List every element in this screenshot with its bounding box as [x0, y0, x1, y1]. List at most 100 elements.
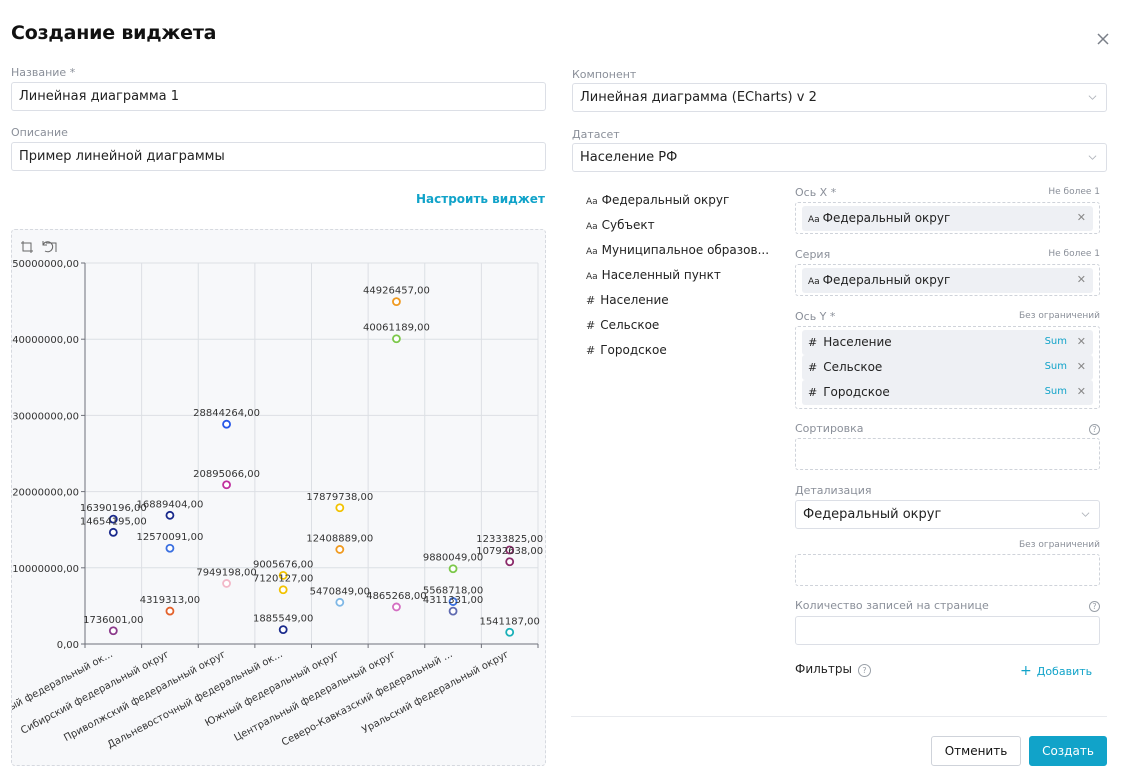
aggregation-link[interactable]: Sum: [1044, 361, 1067, 372]
dialog-title: Создание виджета: [11, 22, 217, 44]
y-axis-dropzone[interactable]: # Население Sum ✕ # Сельское Sum ✕ # Городское S…: [795, 326, 1100, 409]
chart-preview: 0,00 10000000,00 20000000,00 30000000,00 400…: [11, 229, 546, 766]
y-axis-chip[interactable]: # Городское Sum ✕: [802, 380, 1093, 405]
data-label: 12570091,00: [137, 532, 204, 543]
y-axis-chip[interactable]: # Сельское Sum ✕: [802, 355, 1093, 380]
page-size-input[interactable]: [795, 616, 1100, 645]
field-item[interactable]: # Население: [586, 293, 669, 307]
data-point: [335, 597, 345, 607]
sort-dropzone[interactable]: [795, 438, 1100, 470]
field-label: Субъект: [601, 218, 655, 232]
configure-widget-link[interactable]: Настроить виджет: [416, 192, 545, 206]
remove-icon[interactable]: ✕: [1076, 211, 1086, 224]
text-type-icon: Aa: [808, 215, 820, 225]
cancel-button[interactable]: Отменить: [931, 736, 1021, 766]
name-input[interactable]: Линейная диаграмма 1: [11, 82, 546, 111]
field-item[interactable]: Aa Федеральный округ: [586, 193, 729, 207]
help-icon[interactable]: ?: [858, 664, 871, 677]
data-label: 4865268,00: [366, 591, 426, 602]
data-point: [222, 419, 231, 429]
data-point: [505, 545, 515, 555]
text-type-icon: Aa: [586, 222, 598, 232]
field-label: Населенный пункт: [601, 268, 721, 282]
remove-icon[interactable]: ✕: [1076, 273, 1086, 286]
data-point: [165, 543, 175, 553]
close-icon[interactable]: [1094, 30, 1112, 48]
field-item[interactable]: Aa Населенный пункт: [586, 268, 721, 282]
x-axis-label: Ось X *: [795, 186, 837, 199]
data-label: 16390196,00: [80, 503, 147, 514]
data-label: 28844264,00: [193, 408, 260, 419]
add-filter-label: Добавить: [1036, 665, 1093, 678]
field-label: Муниципальное образов...: [601, 243, 770, 257]
data-point: [448, 606, 458, 616]
y-tick-label: 10000000,00: [12, 564, 79, 575]
text-type-icon: Aa: [586, 197, 598, 207]
field-item[interactable]: Aa Субъект: [586, 218, 655, 232]
data-label: 1541187,00: [479, 616, 539, 627]
y-axis-chip[interactable]: # Население Sum ✕: [802, 330, 1093, 355]
chip-label: Население: [823, 335, 892, 349]
data-point: [278, 625, 288, 635]
field-item[interactable]: # Сельское: [586, 318, 659, 332]
detail-dropzone[interactable]: [795, 554, 1100, 586]
page-size-label: Количество записей на странице: [795, 599, 989, 612]
field-label: Федеральный округ: [601, 193, 730, 207]
data-label: 20895066,00: [193, 469, 260, 480]
data-label: 7949198,00: [196, 567, 256, 578]
chip-label: Федеральный округ: [822, 211, 951, 225]
number-type-icon: #: [808, 386, 818, 399]
data-point: [165, 510, 175, 520]
remove-icon[interactable]: ✕: [1076, 360, 1086, 373]
data-label: 7120127,00: [253, 574, 313, 585]
aggregation-link[interactable]: Sum: [1044, 386, 1067, 397]
detail-select[interactable]: Федеральный округ: [795, 500, 1100, 529]
chevron-down-icon: [1088, 155, 1097, 160]
data-label: 17879738,00: [306, 492, 373, 503]
y-tick-label: 30000000,00: [12, 411, 79, 422]
field-label: Сельское: [600, 318, 660, 332]
aggregation-link[interactable]: Sum: [1044, 336, 1067, 347]
data-point: [392, 602, 401, 612]
name-label: Название *: [11, 66, 76, 79]
component-select[interactable]: Линейная диаграмма (ECharts) v 2: [572, 83, 1107, 112]
data-point: [108, 514, 118, 524]
chevron-down-icon: [1081, 512, 1090, 517]
filters-label: Фильтры: [795, 662, 852, 676]
data-point: [335, 545, 345, 554]
remove-icon[interactable]: ✕: [1076, 335, 1086, 348]
description-input[interactable]: Пример линейной диаграммы: [11, 142, 546, 171]
series-label: Серия: [795, 248, 831, 261]
data-point: [278, 585, 288, 595]
chip-label: Федеральный округ: [822, 273, 951, 287]
y-axis-label: Ось Y *: [795, 310, 836, 323]
data-point: [335, 503, 345, 513]
component-label: Компонент: [572, 68, 637, 81]
create-button[interactable]: Создать: [1029, 736, 1107, 766]
help-icon[interactable]: ?: [1089, 601, 1100, 612]
data-label: 12408889,00: [306, 533, 373, 544]
y-tick-label: 50000000,00: [12, 259, 79, 270]
detail-value: Федеральный округ: [803, 507, 942, 522]
x-axis-dropzone[interactable]: Aa Федеральный округ ✕: [795, 202, 1100, 234]
data-label: 9005676,00: [253, 559, 313, 570]
data-label: 14654195,00: [80, 516, 147, 527]
field-item[interactable]: Aa Муниципальное образов...: [586, 243, 769, 257]
add-filter-button[interactable]: + Добавить: [1020, 663, 1092, 679]
x-axis-chip[interactable]: Aa Федеральный округ ✕: [802, 206, 1093, 231]
zoom-reset-icon[interactable]: [42, 241, 57, 253]
remove-icon[interactable]: ✕: [1076, 385, 1086, 398]
field-item[interactable]: # Городское: [586, 343, 667, 357]
series-chip[interactable]: Aa Федеральный округ ✕: [802, 268, 1093, 293]
series-dropzone[interactable]: Aa Федеральный округ ✕: [795, 264, 1100, 296]
dataset-select[interactable]: Население РФ: [572, 143, 1107, 172]
zoom-icon[interactable]: [21, 241, 33, 253]
number-type-icon: #: [586, 344, 596, 357]
help-icon[interactable]: ?: [1089, 424, 1100, 435]
description-label: Описание: [11, 126, 68, 139]
number-type-icon: #: [586, 294, 596, 307]
chip-label: Городское: [823, 385, 890, 399]
data-point: [448, 564, 458, 574]
number-type-icon: #: [808, 361, 818, 374]
field-label: Население: [600, 293, 669, 307]
